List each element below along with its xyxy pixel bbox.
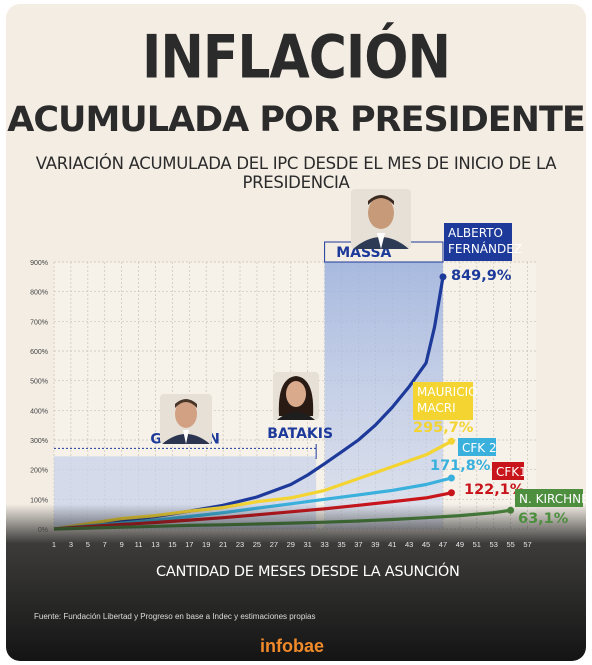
chart: 0%100%200%300%400%500%600%700%800%900%1 3… xyxy=(6,223,586,661)
x-tick-label: 35 xyxy=(337,540,345,549)
x-tick-label: 55 xyxy=(506,540,514,549)
x-tick-label: 13 xyxy=(151,540,159,549)
x-tick-label: 31 xyxy=(304,540,312,549)
annotation-label: MASSA xyxy=(336,245,391,261)
x-tick-label: 49 xyxy=(456,540,464,549)
x-tick-label: 1 xyxy=(52,540,56,549)
y-tick-label: 0% xyxy=(38,527,48,534)
batakis-portrait xyxy=(273,372,319,420)
chart-subtitle: ACUMULADA POR PRESIDENTE xyxy=(7,100,585,140)
x-tick-label: 39 xyxy=(371,540,379,549)
x-tick-label: 27 xyxy=(270,540,278,549)
x-tick-label: 25 xyxy=(253,540,261,549)
x-tick-label: 11 xyxy=(135,540,143,549)
x-tick-label: 53 xyxy=(490,540,498,549)
series-name-label: ALBERTO xyxy=(448,226,503,240)
chart-description: VARIACIÓN ACUMULADA DEL IPC DESDE EL MES… xyxy=(35,154,557,192)
x-tick-label: 5 xyxy=(86,540,90,549)
x-tick-label: 41 xyxy=(388,540,396,549)
series-name-label: MACRI xyxy=(417,401,456,415)
series-value-label: 122,1% xyxy=(464,482,525,498)
y-tick-label: 500% xyxy=(30,379,48,386)
x-tick-label: 7 xyxy=(103,540,107,549)
series-value-label: 849,9% xyxy=(451,268,512,284)
x-tick-label: 51 xyxy=(473,540,481,549)
series-name-label: MAURICIO xyxy=(417,385,478,399)
y-tick-label: 400% xyxy=(30,408,48,415)
infobae-logo: infobae xyxy=(260,636,325,656)
x-tick-label: 9 xyxy=(120,540,124,549)
y-tick-label: 700% xyxy=(30,319,48,326)
x-tick-label: 3 xyxy=(69,540,73,549)
series-endpoint xyxy=(447,437,455,445)
y-tick-label: 200% xyxy=(30,468,48,475)
series-value-label: 295,7% xyxy=(413,420,474,436)
chart-title: INFLACIÓN xyxy=(141,23,451,93)
x-tick-label: 23 xyxy=(236,540,244,549)
x-tick-label: 43 xyxy=(405,540,413,549)
x-tick-label: 47 xyxy=(439,540,447,549)
series-value-label: 171,8% xyxy=(430,458,491,474)
guzman-portrait xyxy=(160,394,212,444)
x-tick-label: 17 xyxy=(185,540,193,549)
x-tick-label: 21 xyxy=(219,540,227,549)
x-tick-label: 45 xyxy=(422,540,430,549)
series-name-box xyxy=(515,489,583,507)
y-tick-label: 800% xyxy=(30,290,48,297)
y-tick-label: 900% xyxy=(30,260,48,267)
x-tick-label: 37 xyxy=(354,540,362,549)
x-tick-label: 33 xyxy=(320,540,328,549)
annotation-label: BATAKIS xyxy=(267,426,333,442)
series-name-box xyxy=(444,223,512,261)
series-name-label: N. KIRCHNER xyxy=(519,492,586,506)
series-value-label: 63,1% xyxy=(518,511,569,527)
series-endpoint xyxy=(447,489,455,497)
source-note: Fuente: Fundación Libertad y Progreso en… xyxy=(34,612,316,621)
series-name-label: CFK1 xyxy=(496,465,527,479)
series-name-label: FERNÁNDEZ xyxy=(448,241,522,256)
x-axis-label: CANTIDAD DE MESES DESDE LA ASUNCIÓN xyxy=(156,564,460,580)
bottom-shade xyxy=(6,504,586,661)
x-tick-label: 29 xyxy=(287,540,295,549)
series-name-label: CFK 2 xyxy=(462,441,497,455)
y-tick-label: 300% xyxy=(30,438,48,445)
series-name-box xyxy=(458,438,496,456)
x-tick-label: 57 xyxy=(523,540,531,549)
massa-portrait xyxy=(351,189,411,249)
x-tick-label: 15 xyxy=(168,540,176,549)
infographic-card: 0% 100% 200% 300% 400% 500% 600% 700% 800% 900% 1 3… xyxy=(6,4,586,661)
series-endpoint xyxy=(439,273,447,281)
series-name-box xyxy=(413,382,473,420)
series-name-box xyxy=(492,462,524,480)
x-tick-label: 19 xyxy=(202,540,210,549)
y-tick-label: 100% xyxy=(30,497,48,504)
y-tick-label: 600% xyxy=(30,349,48,356)
series-endpoint xyxy=(447,474,455,482)
